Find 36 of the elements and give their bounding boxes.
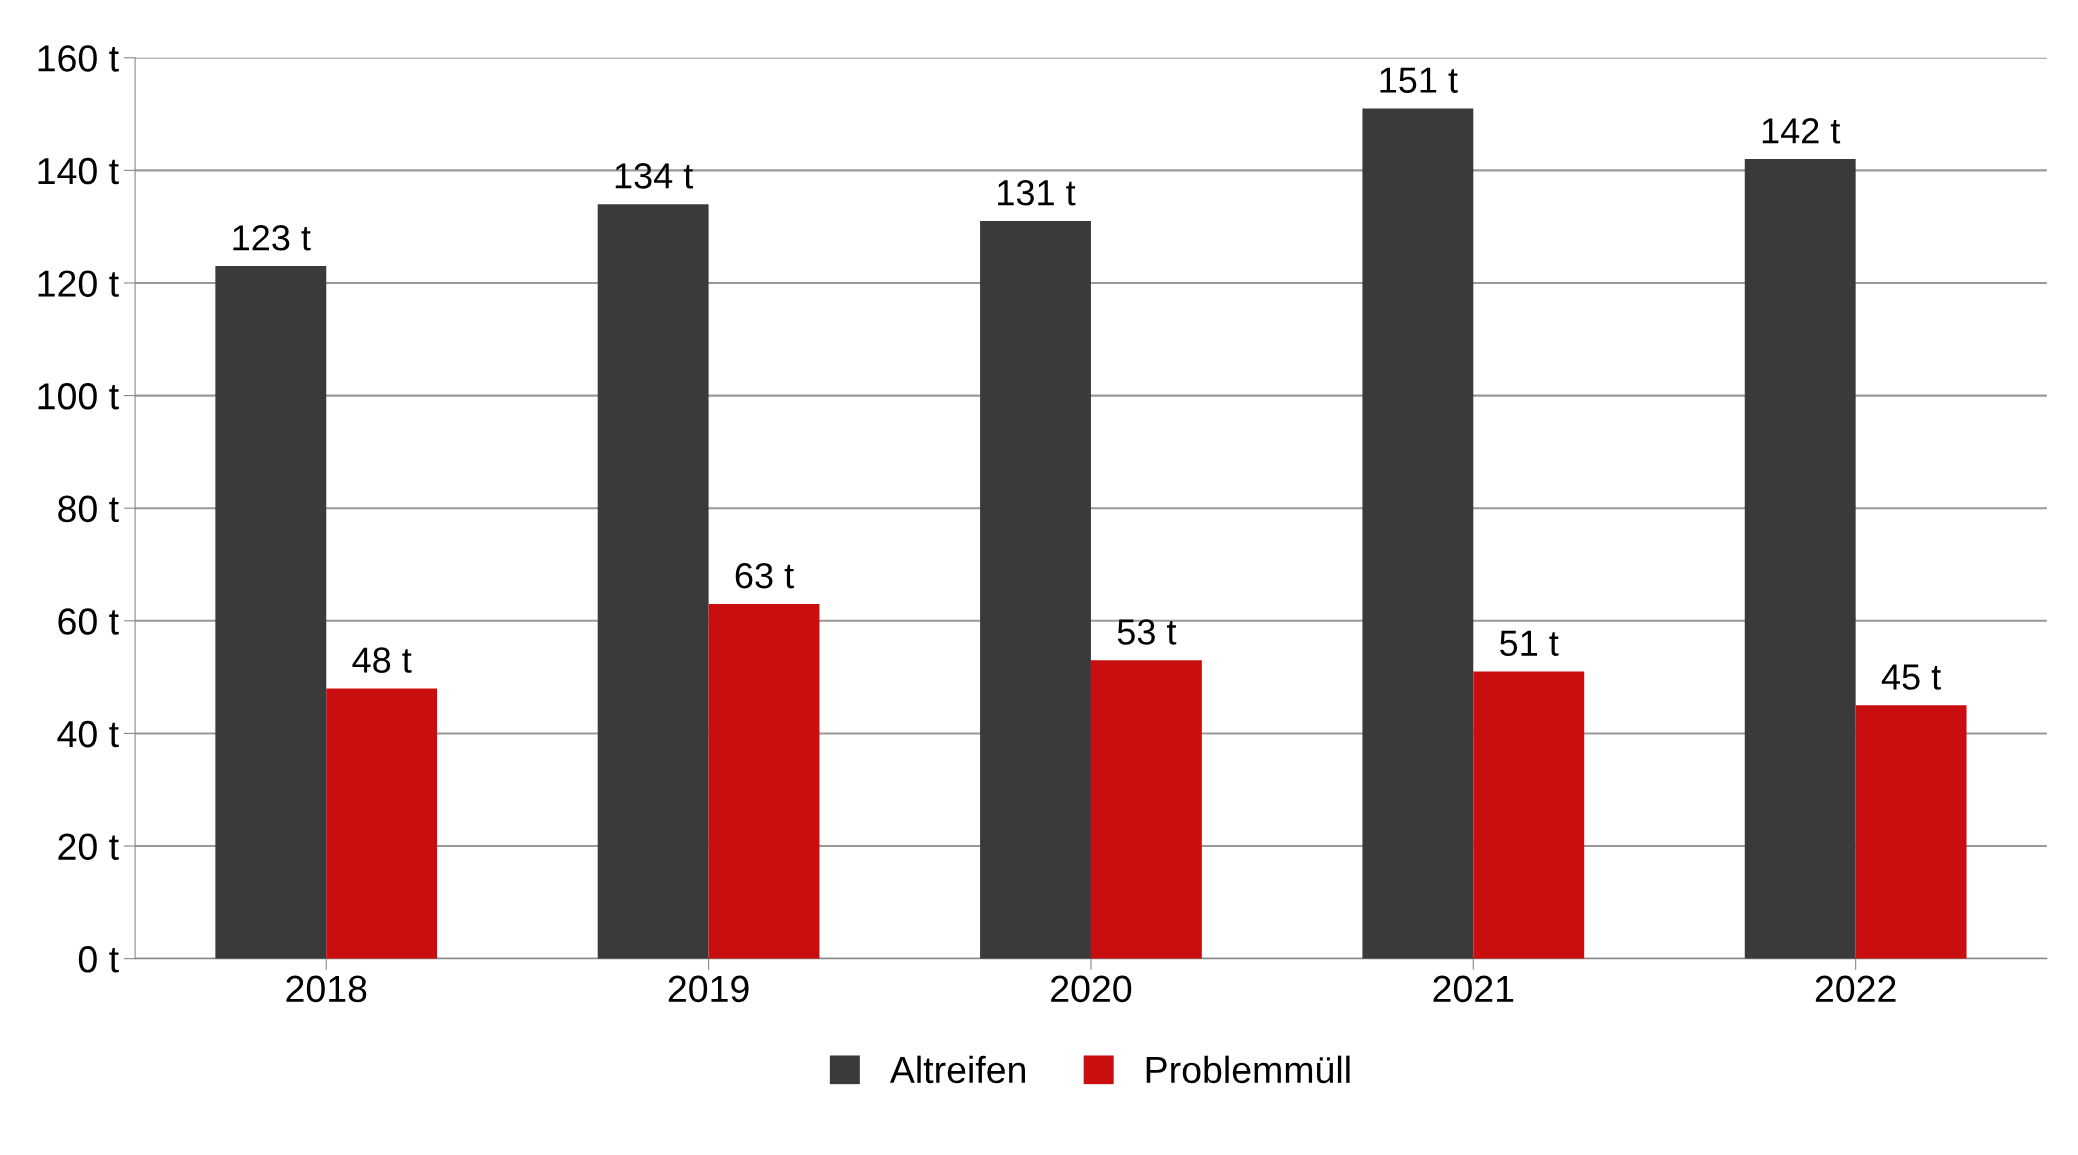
data-label: 131 t [998, 180, 1076, 206]
data-label: 45 t [1881, 664, 1941, 690]
legend-label: Altreifen [889, 1055, 1025, 1084]
data-label: 134 t [615, 163, 694, 189]
y-tick-label: 140 t [38, 157, 119, 185]
data-label: 63 t [735, 562, 794, 589]
data-label: 123 t [233, 225, 311, 251]
bar [1744, 159, 1856, 959]
y-tick-label: 100 t [38, 382, 119, 410]
x-tick-label: 2021 [1433, 975, 1514, 1003]
bar [708, 603, 820, 959]
x-tick-label: 2018 [286, 975, 367, 1003]
bar [1855, 705, 1967, 959]
x-tick-label: 2022 [1815, 975, 1896, 1003]
data-label: 48 t [352, 647, 412, 673]
bar [215, 266, 327, 959]
y-tick-label: 40 t [57, 720, 119, 748]
bar [1090, 660, 1202, 959]
y-tick-label: 60 t [58, 608, 119, 635]
bar [326, 688, 438, 959]
y-tick-label: 20 t [58, 833, 119, 860]
data-label: 151 t [1380, 67, 1458, 93]
y-tick-label: 160 t [38, 45, 119, 72]
y-tick-label: 80 t [58, 495, 119, 523]
bar [980, 221, 1091, 959]
y-tick-label: 0 t [78, 946, 119, 973]
bar [1362, 108, 1474, 959]
data-label: 53 t [1117, 619, 1177, 645]
bar [1473, 671, 1585, 959]
data-label: 51 t [1500, 630, 1559, 657]
data-label: 142 t [1762, 118, 1841, 144]
y-tick-label: 120 t [38, 270, 119, 297]
x-tick-label: 2020 [1051, 975, 1132, 1003]
x-tick-label: 2019 [668, 975, 749, 1003]
bar [597, 204, 709, 959]
legend-label: Problemmüll [1146, 1055, 1350, 1084]
